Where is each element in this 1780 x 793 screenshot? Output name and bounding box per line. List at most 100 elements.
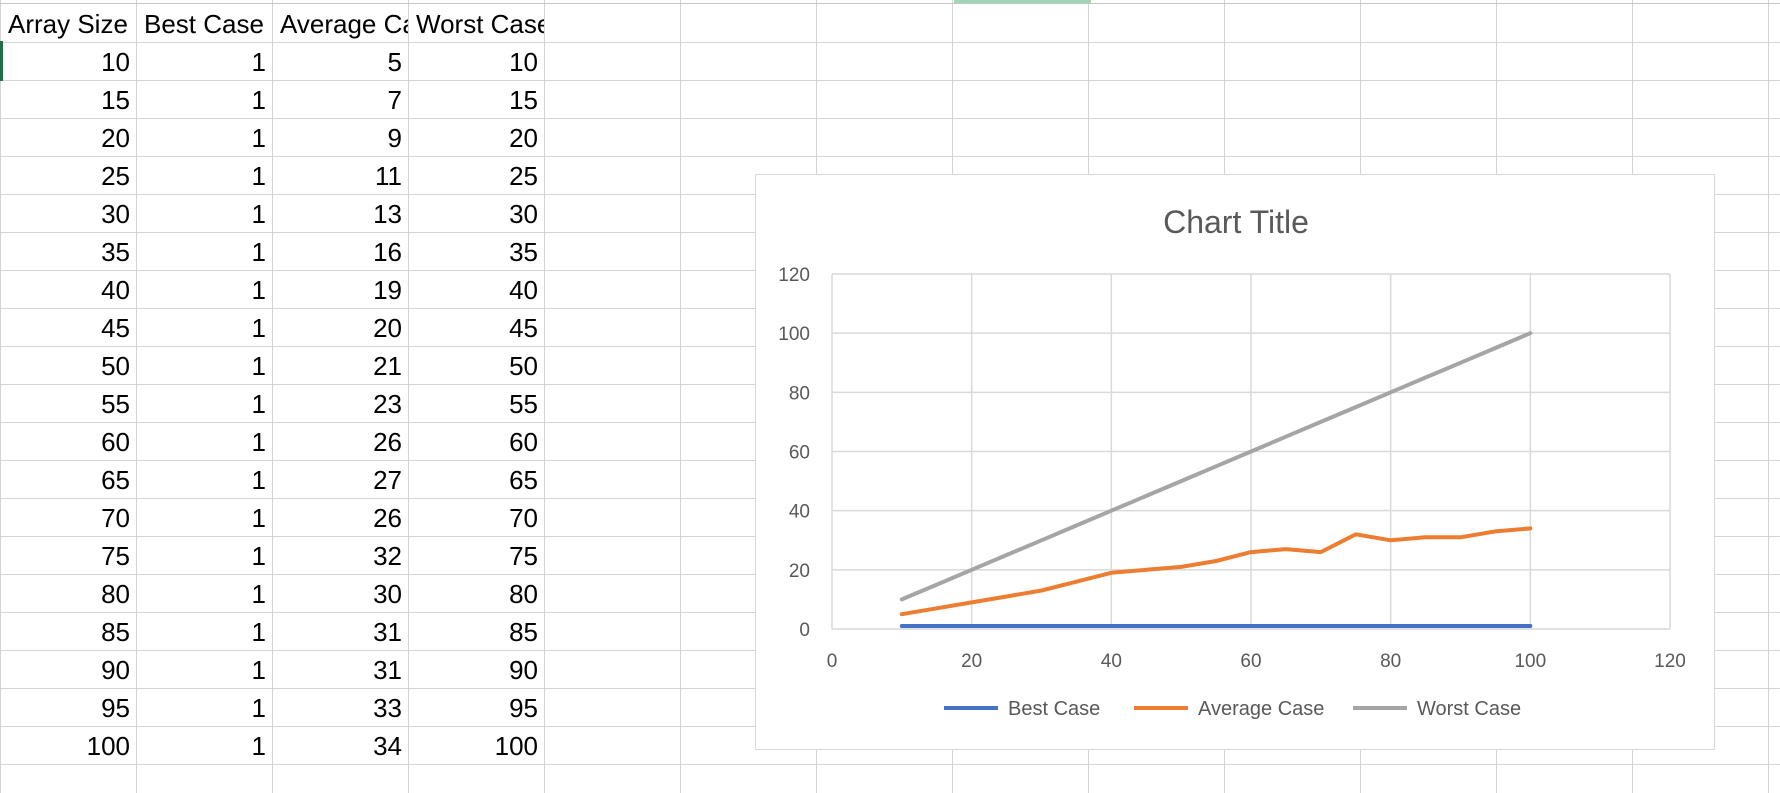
y-tick-label: 100 xyxy=(778,324,810,345)
data-cell[interactable]: 1 xyxy=(251,351,266,381)
data-cell[interactable]: 11 xyxy=(375,161,402,191)
data-cell[interactable]: 45 xyxy=(101,313,130,343)
data-cell[interactable]: 32 xyxy=(373,541,402,571)
header-cell[interactable]: Worst Case xyxy=(416,9,544,39)
data-cell[interactable]: 75 xyxy=(101,541,130,571)
data-cell[interactable]: 26 xyxy=(373,427,402,457)
y-tick-label: 40 xyxy=(789,502,810,523)
data-cell[interactable]: 40 xyxy=(509,275,538,305)
y-tick-label: 120 xyxy=(778,265,810,286)
data-cell[interactable]: 30 xyxy=(373,579,402,609)
data-cell[interactable]: 15 xyxy=(101,85,130,115)
data-cell[interactable]: 100 xyxy=(86,731,130,761)
data-cell[interactable]: 55 xyxy=(101,389,130,419)
data-cell[interactable]: 95 xyxy=(101,693,130,723)
data-cell[interactable]: 80 xyxy=(101,579,130,609)
data-cell[interactable]: 10 xyxy=(101,47,130,77)
data-cell[interactable]: 100 xyxy=(494,731,538,761)
data-cell[interactable]: 27 xyxy=(373,465,402,495)
chart-title: Chart Title xyxy=(1163,204,1309,240)
data-cell[interactable]: 50 xyxy=(101,351,130,381)
data-cell[interactable]: 19 xyxy=(373,275,402,305)
data-cell[interactable]: 50 xyxy=(509,351,538,381)
data-cell[interactable]: 1 xyxy=(251,503,266,533)
legend-label: Worst Case xyxy=(1417,698,1521,720)
data-cell[interactable]: 80 xyxy=(509,579,538,609)
data-cell[interactable]: 1 xyxy=(251,161,266,191)
data-cell[interactable]: 95 xyxy=(509,693,538,723)
data-cell[interactable]: 40 xyxy=(101,275,130,305)
header-cell[interactable]: Array Size xyxy=(8,9,128,39)
data-cell[interactable]: 23 xyxy=(373,389,402,419)
y-tick-label: 0 xyxy=(799,620,810,641)
data-cell[interactable]: 30 xyxy=(101,199,130,229)
data-cell[interactable]: 1 xyxy=(251,655,266,685)
data-cell[interactable]: 26 xyxy=(373,503,402,533)
data-cell[interactable]: 15 xyxy=(509,85,538,115)
data-cell[interactable]: 20 xyxy=(373,313,402,343)
data-cell[interactable]: 20 xyxy=(101,123,130,153)
data-cell[interactable]: 1 xyxy=(251,731,266,761)
data-cell[interactable]: 5 xyxy=(387,47,402,77)
x-tick-label: 80 xyxy=(1380,651,1401,672)
data-cell[interactable]: 65 xyxy=(509,465,538,495)
data-cell[interactable]: 35 xyxy=(509,237,538,267)
data-cell[interactable]: 13 xyxy=(373,199,402,229)
y-tick-label: 60 xyxy=(789,443,810,464)
data-cell[interactable]: 1 xyxy=(251,85,266,115)
series-line-2[interactable] xyxy=(899,331,1533,602)
data-cell[interactable]: 1 xyxy=(251,123,266,153)
data-cell[interactable]: 75 xyxy=(509,541,538,571)
x-tick-label: 60 xyxy=(1240,651,1261,672)
data-cell[interactable]: 1 xyxy=(251,427,266,457)
data-cell[interactable]: 25 xyxy=(101,161,130,191)
data-cell[interactable]: 30 xyxy=(509,199,538,229)
data-cell[interactable]: 1 xyxy=(251,465,266,495)
y-tick-label: 80 xyxy=(789,383,810,404)
data-cell[interactable]: 1 xyxy=(251,617,266,647)
data-cell[interactable]: 65 xyxy=(101,465,130,495)
active-cell-indicator xyxy=(0,41,3,81)
data-cell[interactable]: 1 xyxy=(251,541,266,571)
data-cell[interactable]: 31 xyxy=(373,617,402,647)
data-cell[interactable]: 35 xyxy=(101,237,130,267)
data-cell[interactable]: 90 xyxy=(509,655,538,685)
data-cell[interactable]: 1 xyxy=(251,579,266,609)
x-tick-label: 120 xyxy=(1654,651,1686,672)
data-cell[interactable]: 1 xyxy=(251,275,266,305)
data-cell[interactable]: 1 xyxy=(251,313,266,343)
data-cell[interactable]: 85 xyxy=(101,617,130,647)
x-tick-label: 100 xyxy=(1514,651,1546,672)
data-cell[interactable]: 25 xyxy=(509,161,538,191)
data-cell[interactable]: 60 xyxy=(101,427,130,457)
data-cell[interactable]: 1 xyxy=(251,47,266,77)
data-cell[interactable]: 21 xyxy=(373,351,402,381)
data-cell[interactable]: 7 xyxy=(387,85,402,115)
data-cell[interactable]: 45 xyxy=(509,313,538,343)
data-cell[interactable]: 31 xyxy=(373,655,402,685)
x-tick-label: 20 xyxy=(961,651,982,672)
data-cell[interactable]: 70 xyxy=(509,503,538,533)
data-cell[interactable]: 1 xyxy=(251,237,266,267)
data-cell[interactable]: 34 xyxy=(373,731,402,761)
selected-column-indicator xyxy=(954,0,1091,3)
header-cell[interactable]: Average Ca xyxy=(280,9,408,39)
data-cell[interactable]: 16 xyxy=(373,237,402,267)
data-cell[interactable]: 1 xyxy=(251,389,266,419)
data-cell[interactable]: 1 xyxy=(251,693,266,723)
series-line-1[interactable] xyxy=(899,526,1533,617)
data-cell[interactable]: 20 xyxy=(509,123,538,153)
header-cell[interactable]: Best Case xyxy=(144,9,264,39)
data-cell[interactable]: 10 xyxy=(509,47,538,77)
data-cell[interactable]: 33 xyxy=(373,693,402,723)
data-cell[interactable]: 9 xyxy=(387,123,402,153)
data-cell[interactable]: 90 xyxy=(101,655,130,685)
data-cell[interactable]: 55 xyxy=(509,389,538,419)
line-chart[interactable]: Chart Title 0 20 40 60 80 100 120 0 20 40 60 80 100 12… xyxy=(755,174,1715,750)
data-cell[interactable]: 60 xyxy=(509,427,538,457)
x-tick-label: 40 xyxy=(1101,651,1122,672)
data-cell[interactable]: 70 xyxy=(101,503,130,533)
data-cell[interactable]: 1 xyxy=(251,199,266,229)
data-cell[interactable]: 85 xyxy=(509,617,538,647)
legend-label: Best Case xyxy=(1008,698,1100,720)
